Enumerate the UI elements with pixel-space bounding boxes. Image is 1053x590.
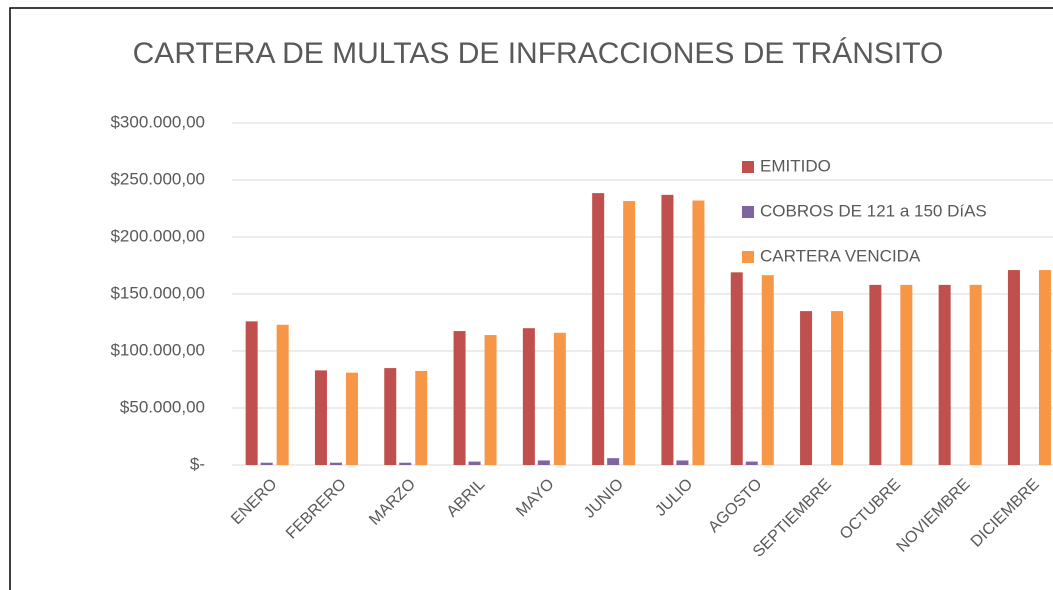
bar — [661, 194, 674, 465]
bar — [276, 324, 289, 465]
y-tick-label: $100.000,00 — [110, 340, 205, 359]
x-tick-label: ENERO — [228, 476, 280, 528]
bar — [623, 201, 636, 465]
bar — [745, 461, 758, 465]
y-tick-label: $150.000,00 — [110, 283, 205, 302]
bar — [607, 458, 620, 465]
bar — [537, 460, 550, 465]
y-tick-label: $250.000,00 — [110, 169, 205, 188]
bar — [831, 311, 844, 465]
bar — [260, 462, 273, 465]
bar — [730, 272, 743, 465]
bar — [800, 311, 813, 465]
bar — [969, 284, 982, 465]
x-tick-label: ABRIL — [444, 476, 489, 521]
bar — [329, 462, 342, 465]
x-tick-label: JULIO — [652, 476, 696, 520]
bar — [553, 332, 566, 465]
bar — [468, 461, 481, 465]
x-tick-label: MAYO — [513, 476, 558, 521]
bar — [384, 368, 397, 465]
y-tick-label: $50.000,00 — [120, 397, 205, 416]
x-tick-label: JUNIO — [581, 476, 627, 522]
x-tick-label: FEBRERO — [283, 476, 350, 543]
bar — [415, 370, 428, 465]
bar — [869, 284, 882, 465]
bar — [399, 462, 412, 465]
bar — [1038, 270, 1051, 465]
legend-swatch — [742, 161, 754, 173]
bar — [453, 331, 466, 465]
x-tick-label: AGOSTO — [705, 476, 765, 536]
x-tick-label: NOVIEMBRE — [894, 476, 974, 556]
bar — [676, 460, 689, 465]
bar — [761, 275, 774, 465]
legend-label: EMITIDO — [760, 156, 831, 175]
x-tick-label: MARZO — [366, 476, 419, 529]
x-tick-label: OCTUBRE — [837, 476, 904, 543]
chart-frame — [9, 7, 1053, 590]
bar — [245, 321, 258, 465]
bar — [345, 372, 358, 465]
bar — [900, 284, 913, 465]
y-tick-label: $300.000,00 — [110, 112, 205, 131]
bar — [592, 193, 605, 466]
bar — [692, 200, 705, 465]
legend-swatch — [742, 251, 754, 263]
legend-label: CARTERA VENCIDA — [760, 246, 921, 265]
legend-swatch — [742, 206, 754, 218]
bar — [1007, 270, 1020, 465]
legend-label: COBROS DE 121 a 150 DíAS — [760, 201, 987, 220]
bar — [938, 284, 951, 465]
y-tick-label: $200.000,00 — [110, 226, 205, 245]
bar — [314, 370, 327, 465]
bar — [522, 328, 535, 465]
y-tick-label: $- — [190, 454, 205, 473]
bar — [484, 335, 497, 465]
chart-title: CARTERA DE MULTAS DE INFRACCIONES DE TRÁ… — [133, 37, 944, 70]
x-tick-label: DICIEMBRE — [968, 476, 1043, 551]
